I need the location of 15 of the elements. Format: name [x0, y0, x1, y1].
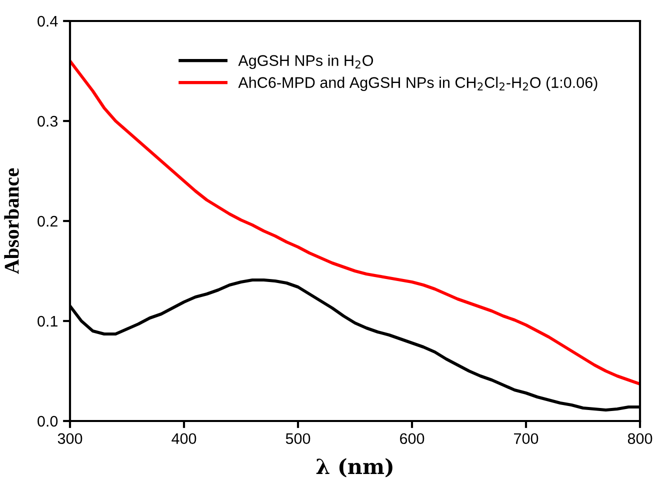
legend-label: AhC6-MPD and AgGSH NPs in CH$_{2}$Cl$_{2}$-H$_{2}$O (1:0.06) [238, 76, 598, 91]
x-tick-label: 300 [58, 433, 82, 444]
y-tick-label: 0.0 [38, 416, 58, 427]
x-tick-label: 700 [514, 433, 538, 444]
x-tick-label: 400 [172, 433, 196, 444]
x-tick-label: 600 [400, 433, 424, 444]
y-tick-label: 0.1 [38, 316, 58, 327]
x-tick-label: 500 [286, 433, 310, 444]
x-axis-title: λ (nm) [316, 458, 392, 478]
y-tick-label: 0.4 [38, 16, 58, 27]
y-tick-label: 0.3 [38, 116, 58, 127]
y-tick-label: 0.2 [38, 216, 58, 227]
y-axis-title: Absorbance [4, 168, 19, 274]
legend-label: AgGSH NPs in H$_{2}$O [238, 54, 374, 69]
x-tick-label: 800 [628, 433, 652, 444]
